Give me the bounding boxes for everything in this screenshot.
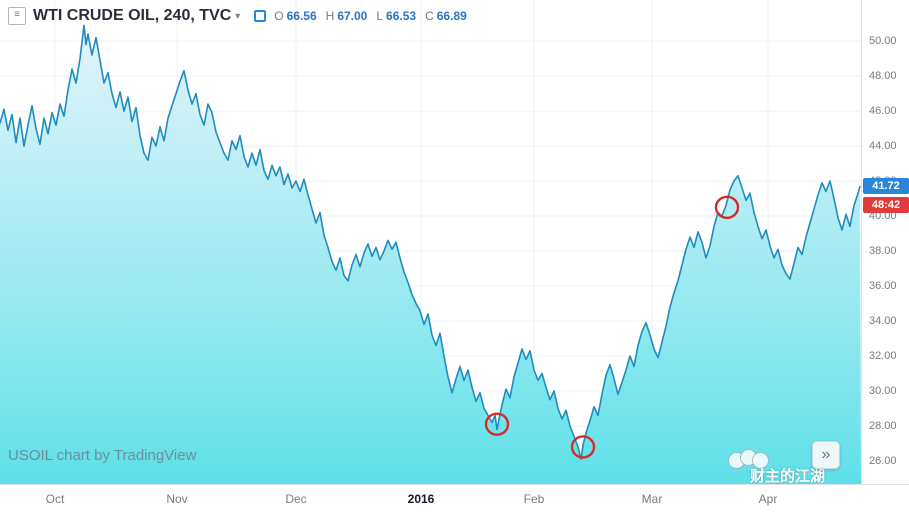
time-axis-label: 2016 xyxy=(407,492,435,506)
legend-collapse-button[interactable]: ≡ xyxy=(8,7,26,25)
price-scale[interactable]: 41.72 48:42 50.0048.0046.0044.0042.0040.… xyxy=(861,0,909,484)
time-scale[interactable]: Oct Nov Dec 2016 Feb Mar Apr xyxy=(0,484,909,514)
symbol-title[interactable]: WTI CRUDE OIL, 240, TVC xyxy=(33,7,232,24)
ohlc-item: H 67.00 xyxy=(326,9,368,23)
ohlc-item: L 66.53 xyxy=(376,9,416,23)
ohlc-label: O xyxy=(274,9,284,23)
ohlc-label: H xyxy=(325,9,335,23)
price-scale-label: 44.00 xyxy=(869,140,897,153)
time-axis-label: Mar xyxy=(641,492,663,506)
ohlc-value: 67.00 xyxy=(337,9,368,23)
ohlc-label: C xyxy=(425,9,434,23)
price-scale-label: 38.00 xyxy=(869,245,897,257)
ohlc-values: O 66.56 H 67.00 L 66.53 C 66.89 xyxy=(274,9,476,23)
price-scale-label: 40.00 xyxy=(869,210,897,223)
bar-countdown-badge: 48:42 xyxy=(863,196,909,213)
price-scale-label: 36.00 xyxy=(869,279,897,292)
time-axis-label: Feb xyxy=(523,492,545,506)
ohlc-item: C 66.89 xyxy=(425,9,467,23)
chart-canvas[interactable]: ≡ WTI CRUDE OIL, 240, TVC ▾ O 66.56 H 67.00… xyxy=(0,0,861,485)
annotation-circle xyxy=(484,412,510,436)
time-axis-label: Dec xyxy=(285,492,307,506)
area-series xyxy=(0,25,861,484)
price-scale-label: 28.00 xyxy=(869,419,897,432)
price-scale-label: 30.00 xyxy=(869,384,897,397)
price-scale-label: 26.00 xyxy=(869,454,897,467)
time-axis-label: Nov xyxy=(166,492,188,506)
scroll-right-button[interactable]: » xyxy=(812,441,840,469)
ohlc-value: 66.56 xyxy=(286,9,317,23)
annotation-circle xyxy=(714,195,740,220)
price-scale-label: 32.00 xyxy=(869,349,897,362)
chart-legend: ≡ WTI CRUDE OIL, 240, TVC ▾ O 66.56 H 67.00… xyxy=(8,7,476,25)
time-axis-label: Apr xyxy=(758,492,778,506)
last-price-badge: 41.72 xyxy=(863,177,909,194)
price-line xyxy=(0,24,861,460)
ohlc-label: L xyxy=(376,9,384,23)
ohlc-item: O 66.56 xyxy=(274,9,316,23)
annotation-circle xyxy=(570,435,596,459)
price-scale-label: 34.00 xyxy=(869,314,897,327)
chevron-down-icon[interactable]: ▾ xyxy=(235,10,241,22)
ohlc-value: 66.53 xyxy=(386,9,417,23)
time-axis-label: Oct xyxy=(45,492,65,506)
price-scale-label: 46.00 xyxy=(869,105,897,118)
price-scale-label: 48.00 xyxy=(869,70,897,83)
price-scale-label: 50.00 xyxy=(869,35,897,48)
price-chart[interactable] xyxy=(0,0,861,484)
series-style-icon xyxy=(254,10,267,22)
ohlc-value: 66.89 xyxy=(436,9,467,23)
